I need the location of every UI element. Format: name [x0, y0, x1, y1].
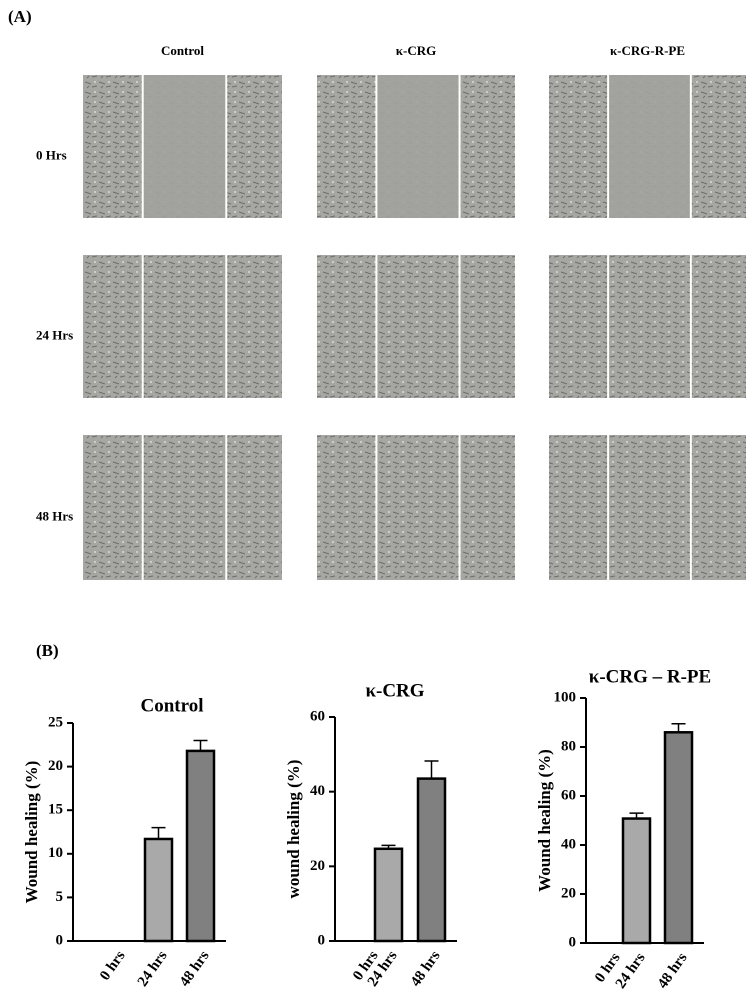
- y-tick-label: 60: [310, 708, 325, 724]
- bar: [143, 837, 174, 943]
- x-tick-label: 24 hrs: [135, 948, 171, 990]
- y-axis-label: Wound healing (%): [535, 749, 554, 892]
- column-header: κ-CRG-R-PE: [610, 43, 685, 58]
- y-tick-label: 0: [569, 934, 577, 950]
- y-tick-label: 0: [56, 932, 64, 948]
- y-tick-label: 25: [48, 714, 63, 730]
- bar: [373, 847, 404, 943]
- row-label: 48 Hrs: [36, 508, 73, 523]
- bar: [416, 777, 447, 943]
- x-tick-label: 48 hrs: [408, 948, 444, 990]
- x-tick-label: 48 hrs: [177, 948, 213, 990]
- y-tick-label: 40: [561, 836, 576, 852]
- panel-label: (A): [8, 7, 32, 26]
- y-tick-label: 40: [310, 783, 325, 799]
- chart-title: Control: [141, 695, 204, 716]
- micrograph: [83, 255, 282, 398]
- y-tick-label: 100: [554, 689, 577, 705]
- x-tick-label: 48 hrs: [655, 950, 691, 992]
- y-tick-label: 60: [561, 787, 576, 803]
- y-tick-label: 20: [310, 858, 325, 874]
- error-bar: [424, 760, 439, 779]
- y-tick-label: 20: [561, 885, 576, 901]
- wound-gap: [376, 75, 460, 218]
- micrograph: [83, 435, 282, 580]
- micrograph: [549, 255, 746, 398]
- error-bar: [381, 844, 396, 849]
- chart-title: κ-CRG: [365, 680, 424, 701]
- bar: [663, 731, 694, 945]
- row-label: 24 Hrs: [36, 327, 73, 342]
- error-bar: [193, 739, 208, 751]
- panel-label: (B): [36, 641, 59, 660]
- y-axis-label: Wound healing (%): [22, 761, 41, 904]
- micrograph: [317, 435, 515, 580]
- micrograph: [317, 255, 515, 398]
- wound-gap: [142, 75, 227, 218]
- x-tick-label: 0 hrs: [97, 948, 129, 984]
- bar: [185, 749, 216, 943]
- column-header: κ-CRG: [396, 43, 436, 58]
- error-bar: [151, 826, 166, 839]
- y-axis-label: wound healing (%): [284, 760, 303, 899]
- row-label: 0 Hrs: [36, 147, 67, 162]
- column-header: Control: [161, 43, 204, 58]
- y-tick-label: 15: [48, 802, 63, 818]
- y-tick-label: 80: [561, 738, 576, 754]
- micrograph: [549, 435, 746, 580]
- chart-title: κ-CRG – R-PE: [589, 666, 711, 687]
- y-tick-label: 10: [48, 845, 63, 861]
- y-tick-label: 20: [48, 758, 63, 774]
- y-tick-label: 0: [318, 932, 326, 948]
- bar: [621, 817, 652, 945]
- error-bar: [671, 722, 686, 733]
- y-tick-label: 5: [56, 889, 64, 905]
- wound-gap: [608, 75, 691, 218]
- error-bar: [629, 812, 644, 819]
